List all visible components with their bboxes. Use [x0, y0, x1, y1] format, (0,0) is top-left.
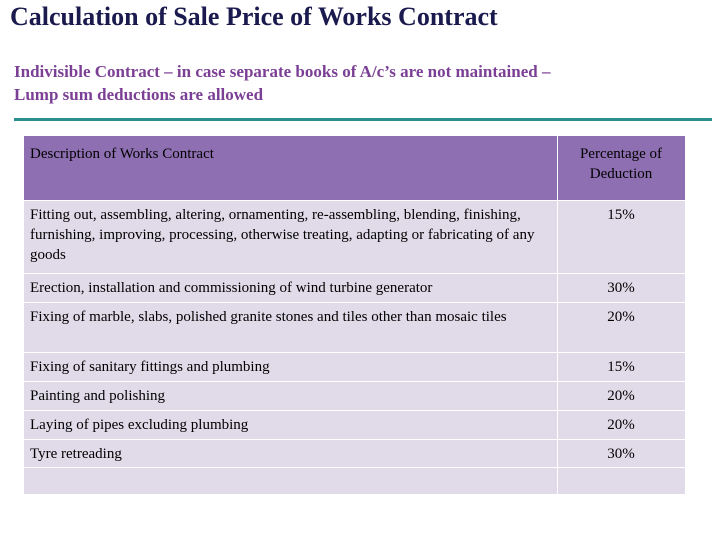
row-percentage: 30%: [557, 273, 686, 303]
works-contract-table: Description of Works Contract Percentage…: [24, 136, 686, 495]
table-row: Erection, installation and commissioning…: [24, 273, 686, 303]
table-row: Fitting out, assembling, altering, ornam…: [24, 200, 686, 274]
empty-cell: [557, 467, 686, 495]
divider-line: [14, 118, 712, 121]
table-row: Tyre retreading 30%: [24, 439, 686, 468]
table-row-empty: [24, 467, 686, 495]
row-percentage: 20%: [557, 381, 686, 411]
header-description: Description of Works Contract: [24, 136, 558, 201]
row-description: Erection, installation and commissioning…: [24, 273, 558, 303]
row-description: Fitting out, assembling, altering, ornam…: [24, 200, 558, 274]
empty-cell: [24, 467, 558, 495]
row-percentage: 15%: [557, 200, 686, 274]
table-row: Laying of pipes excluding plumbing 20%: [24, 410, 686, 440]
header-percentage-line-2: Deduction: [589, 166, 653, 182]
row-percentage: 20%: [557, 410, 686, 440]
row-description: Fixing of marble, slabs, polished granit…: [24, 302, 558, 353]
slide-subtitle: Indivisible Contract – in case separate …: [14, 60, 704, 106]
row-description: Laying of pipes excluding plumbing: [24, 410, 558, 440]
table-row: Painting and polishing 20%: [24, 381, 686, 411]
row-percentage: 20%: [557, 302, 686, 353]
table-row: Fixing of marble, slabs, polished granit…: [24, 302, 686, 353]
row-percentage: 15%: [557, 352, 686, 382]
table-header-row: Description of Works Contract Percentage…: [24, 136, 686, 201]
header-percentage-line-1: Percentage of: [579, 146, 663, 162]
row-description: Fixing of sanitary fittings and plumbing: [24, 352, 558, 382]
row-description: Painting and polishing: [24, 381, 558, 411]
header-percentage: Percentage of Deduction: [557, 136, 686, 201]
slide-title: Calculation of Sale Price of Works Contr…: [10, 2, 498, 31]
table-row: Fixing of sanitary fittings and plumbing…: [24, 352, 686, 382]
row-percentage: 30%: [557, 439, 686, 468]
subtitle-line-2: Lump sum deductions are allowed: [14, 85, 264, 104]
row-description: Tyre retreading: [24, 439, 558, 468]
subtitle-line-1: Indivisible Contract – in case separate …: [14, 62, 551, 81]
